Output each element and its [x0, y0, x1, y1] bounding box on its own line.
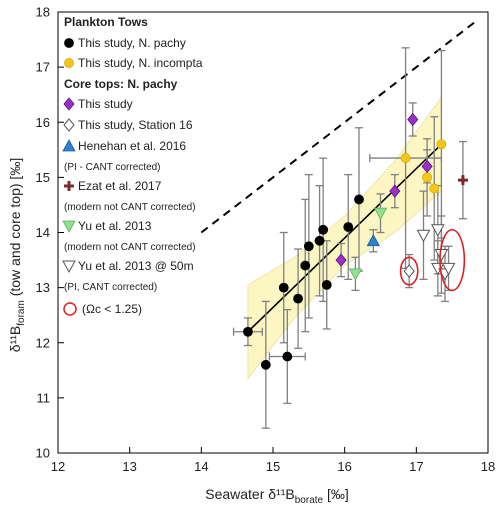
yu2013_50m-point-2	[430, 224, 445, 237]
yu2013_50m-point-6	[441, 262, 456, 276]
y-tick-label-13: 13	[36, 280, 50, 295]
x-tick-label-18: 18	[481, 459, 495, 474]
x-tick-label-13: 13	[122, 459, 136, 474]
plankton_pachy-point-3	[278, 282, 289, 293]
legend-marker-yu2013	[62, 220, 76, 233]
coretop_pachy-point-3	[407, 112, 419, 127]
x-tick-label-16: 16	[337, 459, 351, 474]
one-to-one-line	[200, 19, 478, 234]
legend-marker-yu2013-50m	[62, 260, 76, 274]
legend-note-yu2013-50m: (PI, CANT corrected)	[64, 282, 157, 293]
x-tick-label-12: 12	[51, 459, 65, 474]
x-axis-title: Seawater δ¹¹Bborate [‰]	[205, 486, 349, 506]
legend-marker-henehan	[62, 139, 76, 152]
plankton_pachy-point-4	[282, 351, 293, 362]
reference-lines-layer	[200, 19, 478, 333]
coretop_pachy-point-4	[421, 159, 433, 173]
legend-marker-omega	[63, 302, 77, 316]
x-tick-label-15: 15	[266, 459, 280, 474]
y-tick-label-18: 18	[36, 5, 50, 20]
legend-marker-plankton-pachy	[64, 38, 74, 48]
legend-label-coretop-pachy: This study	[78, 97, 133, 111]
y-tick-label-11: 11	[37, 390, 51, 405]
plankton_pachy-point-6	[300, 260, 311, 271]
x-tick-label-14: 14	[194, 459, 208, 474]
legend-label-plankton-incompta: This study, N. incompta	[78, 56, 203, 70]
plankton_pachy-point-2	[260, 359, 271, 370]
ezat-point-1	[457, 175, 468, 186]
legend-note-yu2013: (modern not CANT corrected)	[64, 242, 196, 253]
plankton_pachy-point-7	[303, 241, 314, 252]
plankton_pachy-point-12	[354, 194, 364, 205]
y-axis-title: δ¹¹Bforam (tow and core top) [‰]	[7, 158, 27, 352]
legend-coretop-header: Core tops: N. pachy	[64, 77, 178, 91]
y-tick-label-16: 16	[36, 115, 50, 130]
legend-label-omega: (Ωc < 1.25)	[82, 302, 142, 316]
legend-label-yu2013-50m: Yu et al. 2013 @ 50m	[78, 259, 194, 273]
plankton_incompta-point-4	[436, 139, 447, 150]
y-tick-label-12: 12	[36, 335, 50, 350]
yu2013-point-2	[373, 207, 388, 221]
coretop_pachy-point-1	[335, 253, 347, 267]
legend-marker-ezat	[64, 181, 74, 191]
y-tick-label-15: 15	[36, 170, 50, 185]
plankton_pachy-point-10	[321, 279, 332, 290]
plankton_pachy-point-8	[314, 235, 325, 246]
plankton_incompta-point-3	[429, 183, 440, 194]
coretop_pachy-point-2	[389, 184, 401, 198]
legend-label-station16: This study, Station 16	[78, 118, 193, 132]
regression-line	[247, 143, 442, 333]
plankton_pachy-point-11	[343, 222, 354, 232]
plankton_pachy-point-1	[243, 326, 253, 337]
legend-label-henehan: Henehan et al. 2016	[78, 139, 186, 153]
plankton_incompta-point-2	[422, 172, 432, 183]
y-tick-label-17: 17	[36, 60, 50, 75]
data-points-layer	[243, 112, 468, 370]
y-tick-label-14: 14	[36, 225, 50, 240]
legend-plankton-header: Plankton Tows	[64, 15, 148, 29]
plankton_incompta-point-1	[400, 153, 411, 163]
omega-highlight-1	[399, 256, 419, 286]
legend-note-ezat: (modern not CANT corrected)	[64, 202, 196, 213]
plankton_pachy-point-5	[293, 293, 303, 304]
legend-marker-coretop-pachy	[63, 97, 75, 111]
legend: Plankton Tows This study, N. pachy This st…	[62, 15, 203, 316]
legend-marker-plankton-incompta	[64, 58, 74, 68]
yu2013-point-1	[348, 268, 363, 281]
legend-note-henehan: (PI - CANT corrected)	[64, 162, 161, 173]
y-tick-label-10: 10	[36, 446, 50, 461]
axes-layer: 12 13 14 15 16 17 18 10 11 12 13 14 15 16 17 18	[36, 5, 496, 475]
legend-label-yu2013: Yu et al. 2013	[78, 219, 152, 233]
legend-label-ezat: Ezat et al. 2017	[78, 179, 162, 193]
x-tick-label-17: 17	[409, 459, 423, 474]
henehan-point-1	[366, 233, 381, 247]
legend-marker-station16	[63, 118, 75, 132]
plankton_pachy-point-9	[318, 224, 329, 235]
legend-label-plankton-pachy: This study, N. pachy	[78, 36, 186, 50]
station16-point-1	[403, 264, 415, 278]
yu2013_50m-point-1	[416, 229, 431, 243]
omega-highlight-2	[439, 228, 466, 292]
